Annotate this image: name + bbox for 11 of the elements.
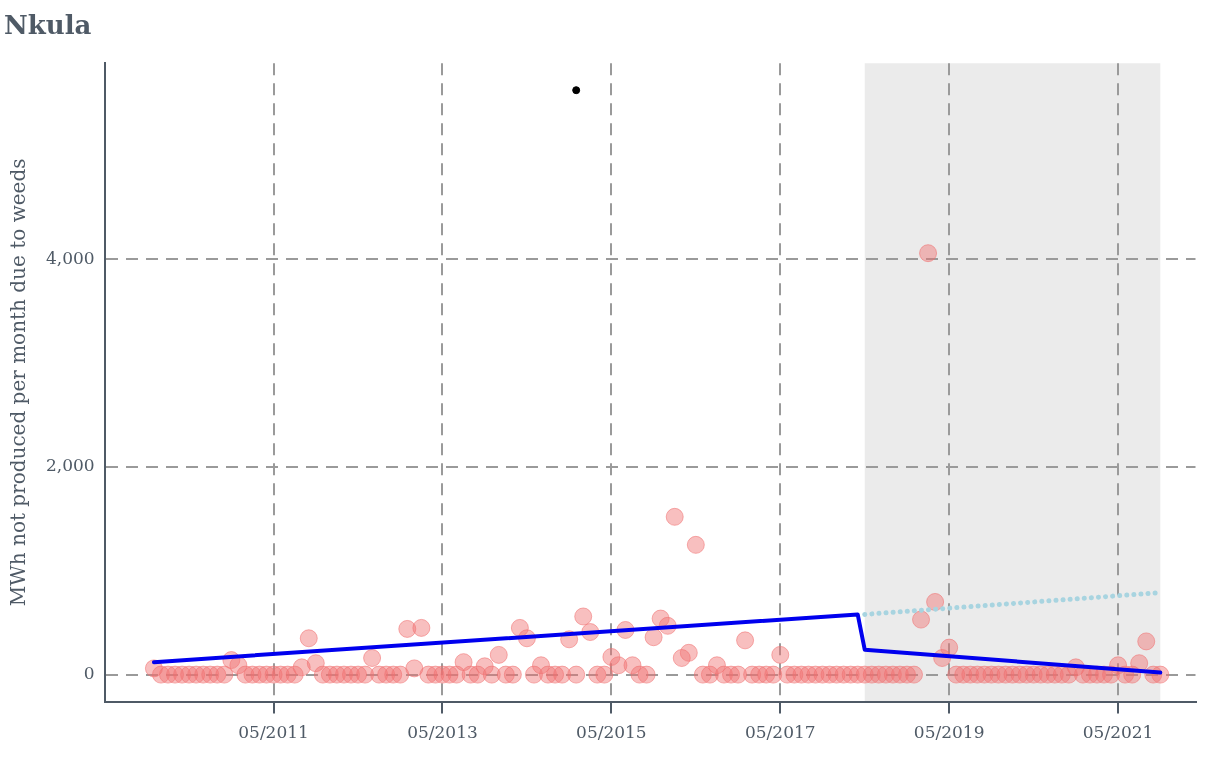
x-tick-label: 05/2011 bbox=[238, 722, 309, 743]
chart-title: Nkula bbox=[4, 10, 92, 41]
y-tick-label: 4,000 bbox=[46, 247, 95, 268]
y-tick-label: 0 bbox=[83, 663, 95, 684]
y-tick-label: 2,000 bbox=[46, 455, 95, 476]
x-tick-label: 05/2021 bbox=[1082, 722, 1154, 743]
x-tick-label: 05/2015 bbox=[576, 722, 647, 743]
y-axis-title: MWh not produced per month due to weeds bbox=[6, 158, 31, 607]
x-tick-label: 05/2019 bbox=[913, 722, 985, 743]
x-tick-label: 05/2013 bbox=[407, 722, 478, 743]
x-tick-label: 05/2017 bbox=[744, 722, 816, 743]
